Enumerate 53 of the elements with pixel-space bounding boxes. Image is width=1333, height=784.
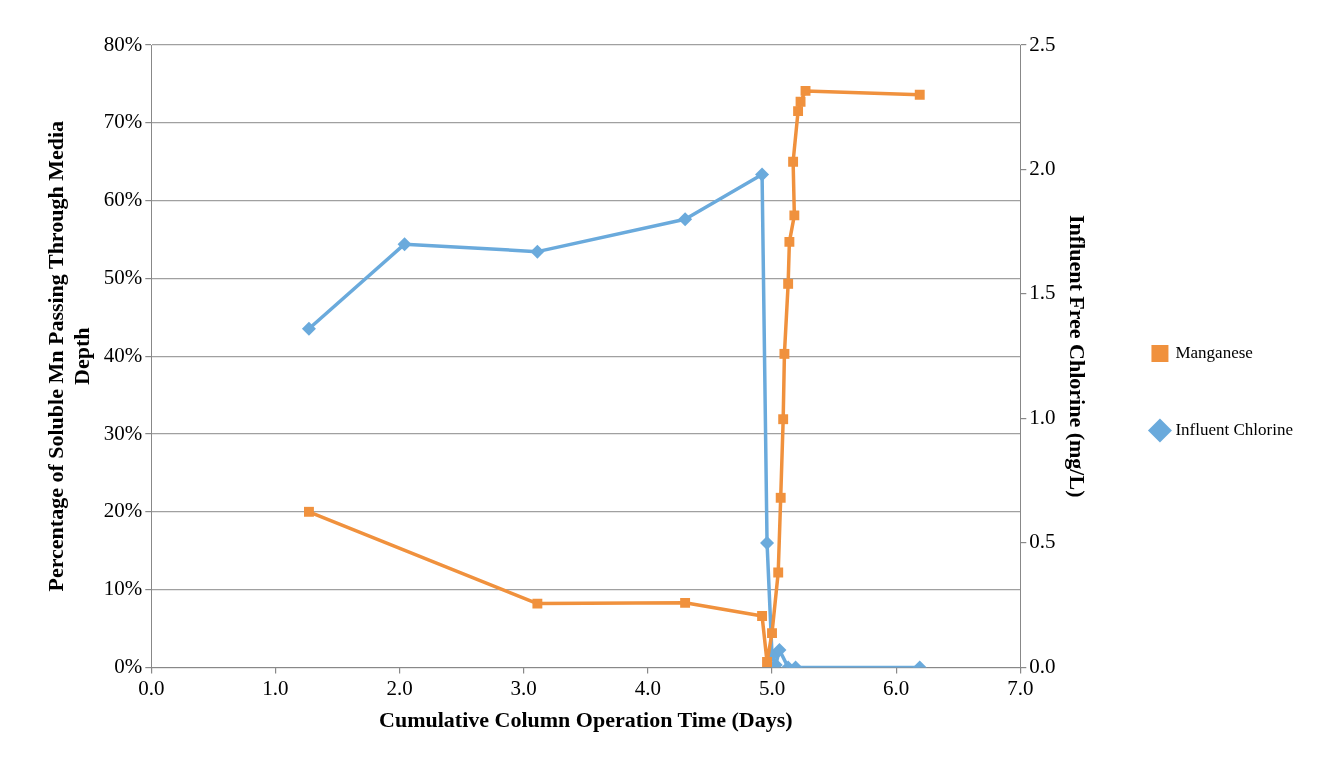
point [775, 492, 786, 503]
y-tick-label: 20% [103, 498, 143, 523]
y2-tick-label: 2.5 [1029, 31, 1056, 56]
point [784, 236, 795, 247]
y-tick-label: 40% [103, 342, 143, 367]
point [680, 597, 691, 608]
point [793, 106, 804, 117]
point [678, 212, 693, 227]
y-tick-label: 70% [103, 109, 143, 134]
point [788, 156, 799, 167]
legend-label: Influent Chlorine [1175, 419, 1294, 439]
legend-label: Manganese [1175, 342, 1253, 362]
point [778, 414, 789, 425]
x-tick-label: 0.0 [138, 675, 165, 700]
point [762, 657, 772, 667]
y2-tick-label: 1.0 [1029, 404, 1056, 429]
point [783, 278, 794, 289]
y2-tick-label: 1.5 [1029, 280, 1056, 305]
point [757, 611, 768, 621]
x-tick-label: 6.0 [883, 675, 910, 700]
y-tick-label: 60% [103, 187, 143, 212]
point [304, 506, 314, 517]
point [301, 321, 316, 336]
point [532, 598, 543, 609]
x-axis-title: Cumulative Column Operation Time (Days) [379, 707, 793, 733]
y2-tick-label: 0.0 [1029, 653, 1056, 678]
point [772, 642, 787, 657]
y-axis-title: Percentage of Soluble Mn Passing Through Media Depth [42, 120, 95, 592]
x-tick-label: 2.0 [386, 675, 413, 700]
point [755, 167, 770, 182]
point [914, 89, 925, 100]
y2-axis-title: Influent Free Chlorine (mg/L) [1065, 214, 1091, 498]
point [795, 96, 806, 107]
y-tick-label: 10% [103, 576, 143, 601]
y-tick-label: 0% [114, 653, 143, 678]
point [530, 244, 545, 259]
y-tick-label: 50% [103, 264, 143, 289]
y-tick-label: 30% [103, 420, 143, 445]
y-tick-label: 80% [103, 31, 143, 56]
point [789, 210, 800, 221]
x-tick-label: 3.0 [510, 675, 537, 700]
x-tick-label: 1.0 [262, 675, 289, 700]
x-tick-label: 5.0 [758, 675, 786, 700]
point [773, 567, 784, 578]
x-tick-label: 7.0 [1007, 675, 1034, 700]
y2-tick-label: 2.0 [1029, 156, 1056, 180]
point [760, 535, 775, 550]
point [779, 348, 790, 359]
point [800, 85, 811, 96]
y2-tick-label: 0.5 [1029, 529, 1056, 554]
point [397, 237, 412, 252]
point [767, 628, 777, 639]
x-tick-label: 4.0 [634, 675, 661, 700]
